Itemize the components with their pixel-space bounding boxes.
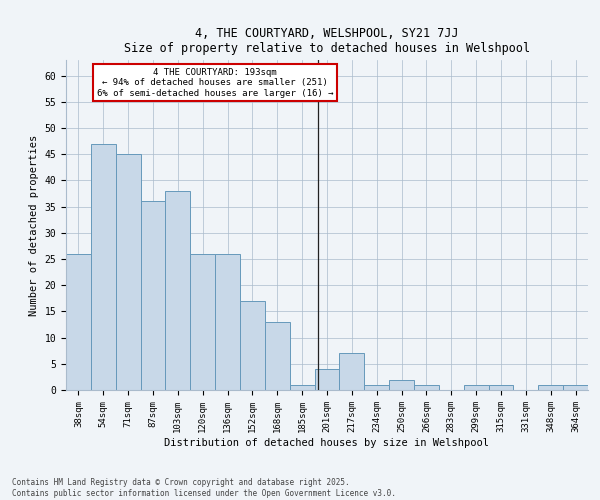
Bar xyxy=(140,202,166,390)
X-axis label: Distribution of detached houses by size in Welshpool: Distribution of detached houses by size … xyxy=(164,438,490,448)
Bar xyxy=(364,385,389,390)
Bar xyxy=(166,191,190,390)
Bar xyxy=(290,385,314,390)
Bar xyxy=(488,385,514,390)
Bar xyxy=(215,254,240,390)
Bar xyxy=(563,385,588,390)
Bar xyxy=(389,380,414,390)
Bar xyxy=(464,385,488,390)
Bar xyxy=(340,354,364,390)
Bar xyxy=(538,385,563,390)
Y-axis label: Number of detached properties: Number of detached properties xyxy=(29,134,39,316)
Bar xyxy=(414,385,439,390)
Bar xyxy=(66,254,91,390)
Bar xyxy=(265,322,290,390)
Title: 4, THE COURTYARD, WELSHPOOL, SY21 7JJ
Size of property relative to detached hous: 4, THE COURTYARD, WELSHPOOL, SY21 7JJ Si… xyxy=(124,26,530,54)
Bar xyxy=(190,254,215,390)
Bar xyxy=(240,301,265,390)
Bar xyxy=(116,154,140,390)
Bar xyxy=(91,144,116,390)
Text: Contains HM Land Registry data © Crown copyright and database right 2025.
Contai: Contains HM Land Registry data © Crown c… xyxy=(12,478,396,498)
Text: 4 THE COURTYARD: 193sqm
← 94% of detached houses are smaller (251)
6% of semi-de: 4 THE COURTYARD: 193sqm ← 94% of detache… xyxy=(97,68,334,98)
Bar xyxy=(314,369,340,390)
